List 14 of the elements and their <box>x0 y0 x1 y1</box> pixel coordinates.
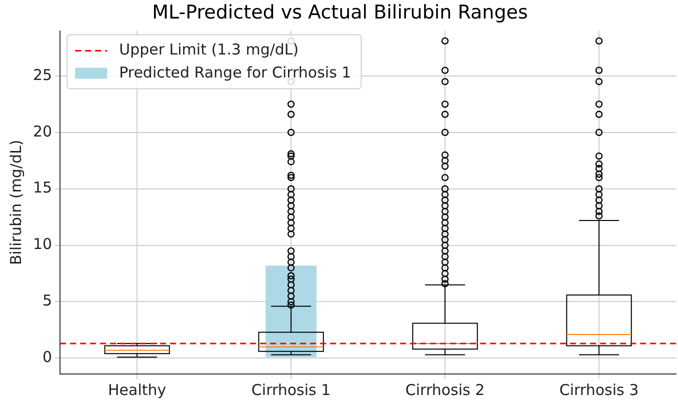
y-tick-label: 25 <box>32 66 52 84</box>
chart-title: ML-Predicted vs Actual Bilirubin Ranges <box>152 1 528 24</box>
x-tick-label: Healthy <box>108 380 166 399</box>
y-tick-label: 0 <box>42 348 52 366</box>
y-axis-title: Bilirubin (mg/dL) <box>6 140 25 265</box>
legend-label: Predicted Range for Cirrhosis 1 <box>119 64 352 82</box>
legend-label: Upper Limit (1.3 mg/dL) <box>119 40 299 59</box>
x-tick-label: Cirrhosis 2 <box>405 380 485 399</box>
y-tick-label: 10 <box>32 235 52 254</box>
y-tick-label: 20 <box>32 122 52 140</box>
x-tick-label: Cirrhosis 3 <box>559 380 639 399</box>
x-tick-label: Cirrhosis 1 <box>251 380 331 399</box>
y-tick-label: 5 <box>42 292 52 310</box>
y-tick-label: 15 <box>32 178 52 197</box>
